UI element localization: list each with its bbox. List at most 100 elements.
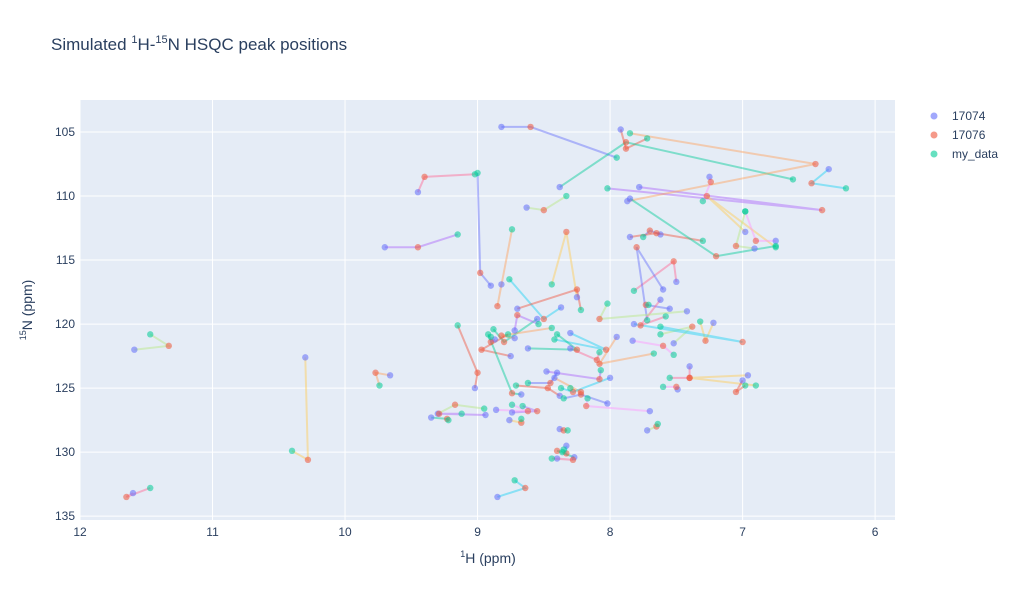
data-point[interactable] [551,374,558,382]
data-point[interactable] [548,281,555,288]
data-point[interactable] [637,322,644,329]
legend-label[interactable]: 17076 [952,128,986,142]
data-point[interactable] [147,331,154,338]
data-point[interactable] [696,318,704,325]
data-point[interactable] [482,411,489,419]
data-point[interactable] [514,305,521,312]
data-point[interactable] [702,337,709,344]
data-point[interactable] [524,407,532,415]
data-point[interactable] [131,346,138,353]
data-point[interactable] [742,382,749,389]
data-point[interactable] [540,315,548,323]
data-point[interactable] [657,331,664,338]
data-point[interactable] [458,410,465,417]
data-point[interactable] [560,395,567,402]
legend-label[interactable]: my_data [952,147,998,161]
data-point[interactable] [557,384,565,392]
data-point[interactable] [504,331,512,338]
data-point[interactable] [751,245,758,252]
data-point[interactable] [477,269,484,277]
data-point[interactable] [372,369,379,376]
data-point[interactable] [613,154,620,161]
data-point[interactable] [596,315,603,323]
data-point[interactable] [613,333,620,341]
data-point[interactable] [559,448,566,456]
data-point[interactable] [508,401,516,408]
data-point[interactable] [567,384,574,392]
data-point[interactable] [596,375,603,383]
data-point[interactable] [500,338,508,346]
data-point[interactable] [744,372,752,379]
data-point[interactable] [630,287,638,294]
data-point[interactable] [480,405,488,412]
data-point[interactable] [686,363,693,370]
data-point[interactable] [288,447,296,455]
data-point[interactable] [451,401,459,408]
data-point[interactable] [706,173,713,181]
data-point[interactable] [842,185,850,192]
data-point[interactable] [508,409,516,416]
data-point[interactable] [818,206,826,214]
data-point[interactable] [543,368,550,375]
data-point[interactable] [657,323,664,330]
data-point[interactable] [302,354,309,361]
data-point[interactable] [519,402,526,410]
data-point[interactable] [563,228,570,236]
data-point[interactable] [657,296,664,303]
data-point[interactable] [670,258,677,265]
data-point[interactable] [553,369,561,376]
data-point[interactable] [414,188,422,196]
data-point[interactable] [506,276,513,283]
data-point[interactable] [573,286,581,293]
data-point[interactable] [640,233,647,241]
data-point[interactable] [602,346,610,353]
data-point[interactable] [673,278,680,286]
data-point[interactable] [703,192,711,200]
data-point[interactable] [772,237,779,245]
data-point[interactable] [707,178,714,186]
data-point[interactable] [567,345,574,352]
data-point[interactable] [626,233,634,241]
data-point[interactable] [524,379,532,387]
data-point[interactable] [547,379,554,387]
data-point[interactable] [653,229,660,237]
data-point[interactable] [659,286,667,293]
data-point[interactable] [474,369,481,376]
data-point[interactable] [712,253,720,260]
data-point[interactable] [511,327,518,334]
data-point[interactable] [492,406,500,414]
data-point[interactable] [626,195,634,202]
data-point[interactable] [584,395,591,402]
data-point[interactable] [507,352,514,360]
data-point[interactable] [596,349,603,356]
data-point[interactable] [633,244,640,251]
data-point[interactable] [147,484,154,492]
data-point[interactable] [659,383,667,391]
data-point[interactable] [522,484,529,492]
data-point[interactable] [421,173,428,181]
data-point[interactable] [597,366,605,374]
data-point[interactable] [544,384,551,392]
data-point[interactable] [742,208,749,215]
data-point[interactable] [742,228,749,236]
data-point[interactable] [494,302,501,310]
data-point[interactable] [518,415,525,423]
data-point[interactable] [533,315,541,323]
data-point[interactable] [683,308,691,315]
data-point[interactable] [508,226,516,233]
data-point[interactable] [508,390,516,397]
data-point[interactable] [498,123,505,131]
data-point[interactable] [739,338,746,346]
data-point[interactable] [752,237,760,245]
data-point[interactable] [490,326,497,333]
data-point[interactable] [165,342,172,350]
data-point[interactable] [474,169,481,177]
data-point[interactable] [386,372,394,379]
data-point[interactable] [596,360,603,367]
data-point[interactable] [556,183,563,191]
data-point[interactable] [686,374,693,382]
data-point[interactable] [304,456,312,464]
data-point[interactable] [646,407,654,415]
data-point[interactable] [699,197,707,205]
data-point[interactable] [454,231,461,238]
